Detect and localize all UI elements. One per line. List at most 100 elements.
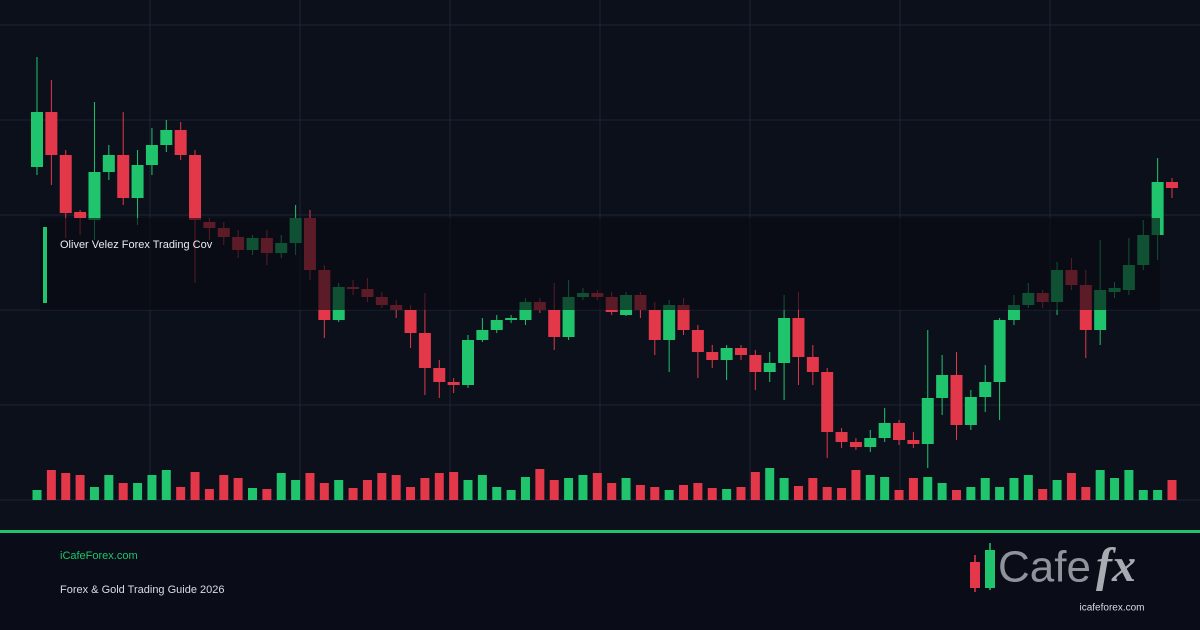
volume-bar [406,487,416,500]
candle-body [835,432,848,442]
volume-bar [722,489,732,500]
candle-body [117,155,130,198]
volume-bar [707,488,717,500]
volume-bar [995,487,1005,500]
volume-bar [1167,480,1177,500]
candle-body [174,130,187,155]
volume-bar [334,480,344,500]
logo-icon-candle [985,550,995,588]
volume-bar [894,490,904,500]
candle-body [893,423,906,440]
volume-bar [951,490,961,500]
candle-body [993,320,1006,382]
volume-bar [607,483,617,500]
volume-bar [635,485,645,500]
candle-body [505,318,518,320]
logo-icon-candle [970,562,980,588]
volume-bar [1095,470,1105,500]
volume-bar [276,473,286,500]
volume-bar [837,488,847,500]
volume-bar [204,489,214,500]
volume-bar [808,478,818,500]
logo-url: icafeforex.com [1079,603,1144,614]
volume-bar [564,478,574,500]
volume-bar [219,475,229,500]
candle-body [59,155,72,213]
candle-body [821,372,834,432]
volume-bar [1081,487,1091,500]
volume-bar [822,487,832,500]
volume-bar [32,490,42,500]
volume-bar [449,472,459,500]
volume-bar [765,468,775,500]
candle-body [447,382,460,385]
candle-body [102,155,115,172]
volume-bar [1124,470,1134,500]
volume-bar [492,487,502,500]
volume-bar [46,470,56,500]
logo-word: Cafe [998,543,1091,592]
volume-bar [578,475,588,500]
volume-bar [851,470,861,500]
volume-bar [362,480,372,500]
overlay-title: Oliver Velez Forex Trading Cov [60,239,213,251]
volume-bar [348,488,358,500]
candle-body [404,310,417,333]
volume-bar [966,487,976,500]
footer-bg [0,533,1200,630]
volume-bar [679,485,689,500]
volume-bar [693,483,703,500]
volume-bar [865,475,875,500]
volume-bar [420,478,430,500]
candle-body [418,333,431,368]
candle-body [878,423,891,438]
candle-body [936,375,949,398]
volume-bar [1052,480,1062,500]
volume-bar [477,475,487,500]
candle-body [1166,182,1178,188]
volume-bar [1023,475,1033,500]
volume-bar [779,478,789,500]
volume-bar [61,473,71,500]
volume-bar [535,469,545,500]
volume-bar [377,473,387,500]
volume-bar [650,487,660,500]
candle-body [490,320,503,330]
volume-bar [520,477,530,500]
candle-body [778,318,791,363]
volume-bar [463,480,473,500]
volume-bar [118,483,128,500]
volume-bar [248,488,258,500]
candle-body [160,130,173,145]
candle-body [131,165,144,198]
candle-body [74,212,87,218]
volume-bar [89,487,99,500]
volume-bar [549,480,559,500]
volume-bar [1138,490,1148,500]
volume-bar [262,489,272,500]
candle-body [950,375,963,425]
candle-body [921,398,934,444]
candle-body [88,172,101,220]
overlay-accent [43,227,47,303]
volume-bar [1066,473,1076,500]
volume-bar [793,486,803,500]
candle-body [907,440,920,444]
candle-body [691,330,704,352]
volume-bar [506,490,516,500]
footer-subtitle: Forex & Gold Trading Guide 2026 [60,584,224,596]
candle-body [720,348,733,360]
overlay-box [40,218,1160,310]
candle-body [864,438,877,447]
candle-body [806,357,819,372]
volume-bar [908,478,918,500]
volume-bar [391,475,401,500]
volume-bar [133,483,143,500]
candle-body [677,305,690,330]
candle-body [979,382,992,397]
volume-bar [1110,478,1120,500]
candle-body [663,305,676,340]
volume-bar [923,477,933,500]
volume-bar [1038,489,1048,500]
